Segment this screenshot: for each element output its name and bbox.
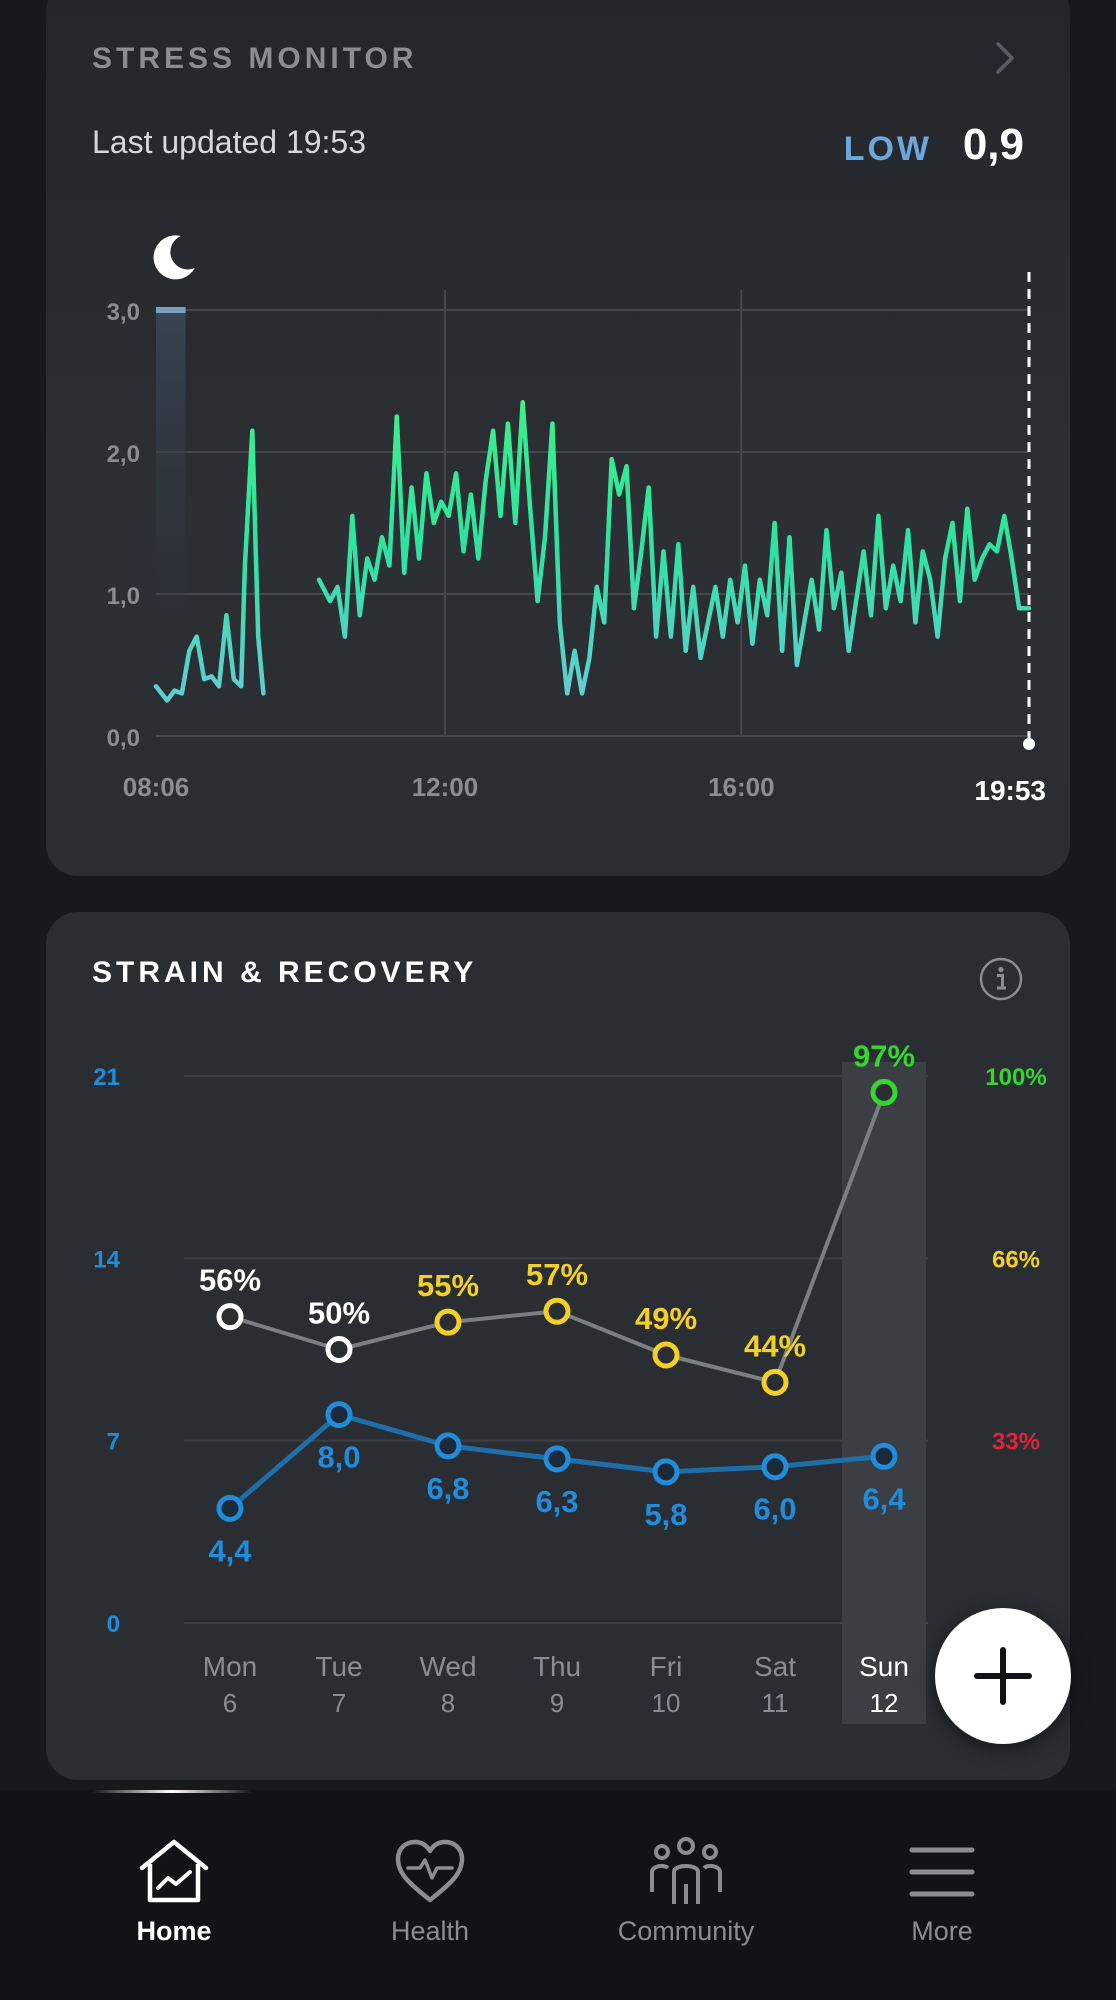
recovery-label: 97% [853, 1038, 915, 1073]
stress-monitor-card[interactable]: STRESS MONITOR Last updated 19:53 LOW 0,… [46, 0, 1070, 876]
stress-y-tick: 2,0 [107, 441, 140, 468]
selected-day-highlight [842, 1062, 926, 1724]
strain-label: 6,3 [535, 1484, 578, 1519]
day-label: Mon [203, 1651, 257, 1682]
stress-y-tick: 3,0 [107, 299, 140, 326]
sleep-period-top [156, 307, 186, 313]
day-label: Fri [650, 1651, 683, 1682]
stress-current-time-label: 19:53 [974, 775, 1046, 806]
date-label: 12 [870, 1688, 899, 1718]
strain-label: 5,8 [644, 1497, 687, 1532]
strain-point [652, 1458, 680, 1486]
date-label: 9 [550, 1688, 564, 1718]
date-label: 10 [652, 1688, 681, 1718]
recovery-point [652, 1341, 680, 1369]
plus-icon [974, 1647, 1032, 1705]
date-label: 8 [441, 1688, 455, 1718]
recovery-point [325, 1336, 353, 1363]
recovery-point [870, 1078, 898, 1106]
strain-label: 6,8 [426, 1471, 469, 1506]
recovery-label: 55% [417, 1268, 479, 1303]
recovery-point [434, 1308, 462, 1336]
stress-y-tick: 0,0 [107, 725, 140, 752]
strain-label: 6,4 [862, 1481, 906, 1516]
stress-x-tick: 08:06 [123, 772, 190, 802]
strain-left-tick: 21 [93, 1064, 120, 1091]
stress-level-label: LOW [843, 130, 932, 168]
strain-left-tick: 7 [107, 1429, 120, 1456]
last-updated-text: Last updated 19:53 [92, 124, 367, 160]
bottom-navigation: Home Health Community More [0, 1790, 1116, 2000]
recovery-point [761, 1368, 789, 1396]
strain-point [216, 1494, 244, 1522]
strain-recovery-title: STRAIN & RECOVERY [92, 956, 478, 989]
recovery-label: 49% [635, 1301, 697, 1336]
stress-monitor-title: STRESS MONITOR [92, 42, 418, 75]
stress-chart[interactable]: 0,0 1,0 2,0 3,0 08:06 12:00 16:00 19:53 [46, 0, 1070, 876]
recovery-label: 50% [308, 1296, 370, 1331]
nav-health[interactable]: Health [330, 1790, 530, 2000]
strain-label: 4,4 [208, 1533, 252, 1568]
strain-label: 6,0 [753, 1492, 796, 1527]
recovery-label: 44% [744, 1328, 806, 1363]
community-icon [650, 1837, 722, 1904]
active-tab-indicator [92, 1790, 252, 1793]
recovery-point [216, 1303, 244, 1331]
recovery-point [543, 1297, 571, 1325]
add-button[interactable] [935, 1608, 1071, 1744]
strain-point [434, 1432, 462, 1460]
recovery-label: 57% [526, 1257, 588, 1292]
day-label: Sat [754, 1651, 796, 1682]
heart-pulse-icon [395, 1839, 465, 1903]
current-time-dot [1023, 738, 1035, 750]
nav-health-label: Health [390, 1916, 470, 1946]
stress-series-line [153, 428, 266, 703]
date-label: 6 [223, 1688, 237, 1718]
nav-community-label: Community [617, 1916, 755, 1946]
stress-y-tick: 1,0 [107, 583, 140, 610]
day-label: Tue [315, 1651, 362, 1682]
strain-point [761, 1453, 789, 1481]
stress-x-tick: 12:00 [412, 772, 479, 802]
recovery-label: 56% [199, 1263, 261, 1298]
strain-recovery-card[interactable]: STRAIN & RECOVERY 0 7 14 21 33% 66% 100% 56% 50… [46, 912, 1070, 1780]
recovery-right-tick: 100% [985, 1064, 1046, 1091]
strain-left-tick: 14 [93, 1246, 120, 1273]
menu-icon [909, 1847, 975, 1897]
date-label: 7 [332, 1688, 346, 1718]
chevron-right-icon[interactable] [984, 38, 1024, 78]
nav-more-label: More [911, 1916, 973, 1946]
strain-point [870, 1442, 898, 1470]
nav-home[interactable]: Home [74, 1790, 274, 2000]
stress-x-tick: 16:00 [708, 772, 775, 802]
strain-point [325, 1401, 353, 1429]
date-label: 11 [762, 1688, 789, 1718]
day-label: Wed [419, 1651, 476, 1682]
strain-recovery-chart[interactable]: 0 7 14 21 33% 66% 100% 56% 50% 55% 57% 49% 44% 97% 4,… [46, 912, 1070, 1780]
stress-series-line [316, 400, 1032, 696]
nav-more[interactable]: More [842, 1790, 1042, 2000]
moon-icon [153, 235, 195, 280]
home-icon [139, 1839, 209, 1903]
day-label: Sun [859, 1651, 909, 1682]
stress-level-value: 0,9 [962, 120, 1024, 169]
day-label: Thu [533, 1651, 581, 1682]
sleep-period-band [156, 310, 186, 736]
strain-left-tick: 0 [107, 1611, 120, 1638]
strain-point [543, 1445, 571, 1473]
info-icon[interactable] [978, 956, 1024, 1002]
recovery-right-tick: 66% [992, 1246, 1040, 1273]
nav-home-label: Home [136, 1916, 212, 1946]
recovery-right-tick: 33% [992, 1429, 1040, 1456]
nav-community[interactable]: Community [586, 1790, 786, 2000]
strain-label: 8,0 [317, 1440, 360, 1475]
